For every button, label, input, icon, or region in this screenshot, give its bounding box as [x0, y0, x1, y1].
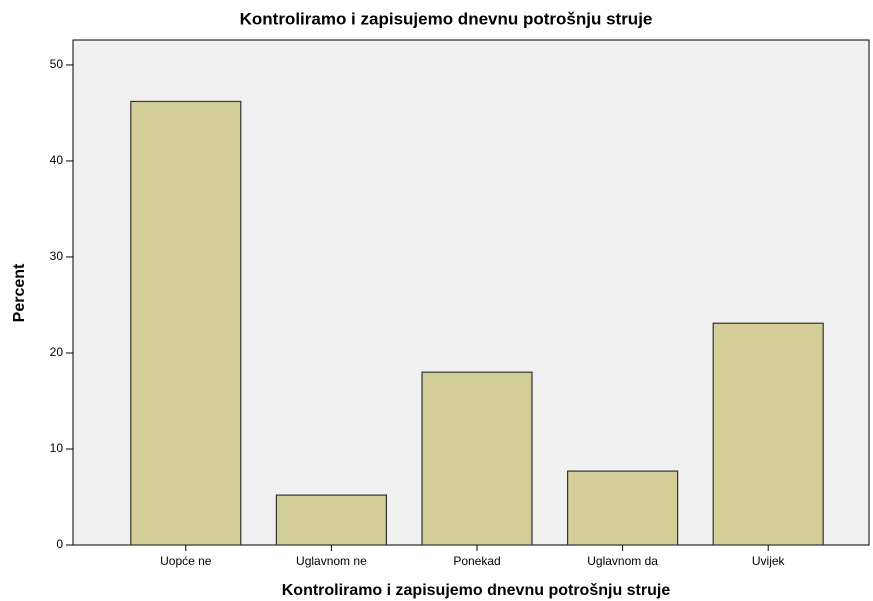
- x-tick-label: Ponekad: [453, 554, 500, 568]
- y-axis-title: Percent: [11, 263, 28, 322]
- chart-title: Kontroliramo i zapisujemo dnevnu potrošn…: [240, 9, 653, 28]
- x-tick-label: Uglavnom ne: [296, 554, 367, 568]
- bar: [712, 322, 824, 546]
- y-tick-label: 40: [50, 153, 64, 167]
- x-axis-title: Kontroliramo i zapisujemo dnevnu potrošn…: [282, 582, 671, 599]
- y-tick-label: 0: [56, 537, 63, 551]
- y-tick-label: 20: [50, 345, 64, 359]
- bar: [421, 371, 533, 546]
- y-tick-label: 50: [50, 57, 64, 71]
- bar: [566, 470, 679, 546]
- bar: [275, 494, 387, 546]
- y-tick-label: 10: [50, 441, 64, 455]
- y-tick-label: 30: [50, 249, 64, 263]
- bar: [130, 100, 242, 546]
- x-tick-label: Uglavnom da: [587, 554, 658, 568]
- x-tick-label: Uopće ne: [160, 554, 212, 568]
- x-tick-label: Uvijek: [752, 554, 786, 568]
